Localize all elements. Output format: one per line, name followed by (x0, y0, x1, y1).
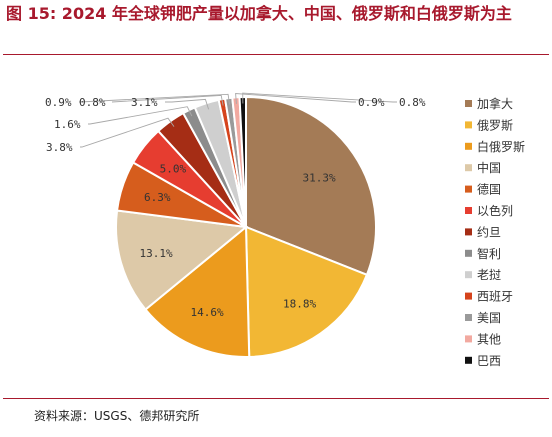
data-label-slice-7: 3.8% (46, 141, 73, 154)
leader-line-slice-8 (88, 106, 193, 125)
legend-swatch-3 (465, 142, 472, 150)
leader-line-slice-7 (80, 117, 175, 148)
pie-slice-2 (244, 225, 369, 358)
leader-line-slice-13 (242, 92, 397, 104)
data-label-slice-2: 18.8% (283, 298, 316, 311)
source-divider (3, 398, 549, 399)
data-label-slice-3: 14.6% (190, 306, 223, 319)
leader-line-slice-10 (111, 94, 224, 106)
data-label-slice-8: 1.6% (54, 118, 81, 131)
legend-swatch-8 (465, 249, 472, 257)
leader-line-slice-11 (79, 93, 230, 105)
legend-label-4: 中国 (477, 160, 501, 175)
legend-swatch-5 (465, 185, 472, 193)
legend-label-6: 以色列 (477, 204, 513, 218)
legend-label-10: 西班牙 (477, 290, 513, 304)
pie-slice-4 (115, 209, 249, 311)
legend-swatch-4 (465, 164, 472, 172)
data-label-slice-13: 0.8% (399, 96, 426, 109)
legend-label-9: 老挝 (477, 268, 501, 282)
legend-swatch-6 (465, 207, 472, 214)
figure-title: 图 15: 2024 年全球钾肥产量以加拿大、中国、俄罗斯和白俄罗斯为主 (6, 4, 512, 23)
data-label-slice-9: 3.1% (131, 96, 158, 109)
legend-swatch-2 (465, 121, 472, 129)
legend-swatch-9 (465, 271, 472, 279)
leader-line-slice-9 (165, 98, 210, 110)
data-label-slice-11: 0.9% (45, 96, 72, 109)
leader-line-slice-12 (235, 93, 356, 104)
legend-label-12: 其他 (477, 332, 501, 346)
pie-slice-3 (144, 224, 251, 358)
legend-swatch-10 (465, 292, 472, 300)
title-divider (3, 54, 549, 55)
legend-swatch-11 (465, 314, 472, 321)
pie-slice-1 (245, 95, 377, 277)
data-label-slice-5: 6.3% (144, 191, 171, 204)
data-label-slice-10: 0.8% (79, 96, 106, 109)
data-label-slice-12: 0.9% (358, 96, 385, 109)
legend-label-1: 加拿大 (477, 96, 513, 111)
legend-label-2: 俄罗斯 (477, 118, 513, 132)
legend-label-7: 约旦 (477, 224, 501, 239)
legend-label-8: 智利 (477, 246, 501, 261)
legend-label-11: 美国 (477, 311, 501, 325)
legend-swatch-12 (465, 335, 472, 343)
data-label-slice-4: 13.1% (139, 247, 172, 260)
data-label-slice-1: 31.3% (303, 171, 336, 184)
legend-swatch-1 (465, 100, 472, 107)
legend-label-5: 德国 (477, 182, 501, 197)
legend-label-13: 巴西 (477, 354, 501, 368)
legend-swatch-7 (465, 228, 472, 236)
legend-swatch-13 (465, 356, 472, 364)
source-note: 资料来源：USGS、德邦研究所 (34, 409, 200, 423)
legend-label-3: 白俄罗斯 (477, 139, 525, 154)
data-label-slice-6: 5.0% (160, 163, 187, 176)
